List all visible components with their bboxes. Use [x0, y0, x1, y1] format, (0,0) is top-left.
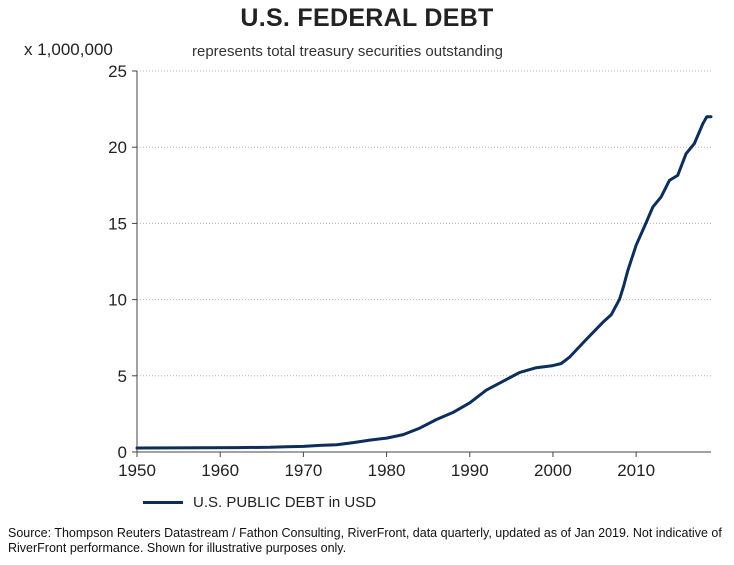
x-tick-label: 2010 — [617, 461, 655, 480]
x-tick-label: 2000 — [534, 461, 572, 480]
legend: U.S. PUBLIC DEBT in USD — [143, 494, 376, 511]
y-tick-label: 10 — [108, 291, 127, 310]
x-tick-label: 1970 — [284, 461, 322, 480]
y-units-label: x 1,000,000 — [24, 40, 113, 59]
x-tick-label: 1990 — [451, 461, 489, 480]
y-tick-label: 25 — [108, 62, 127, 81]
x-tick-labels: 1950 1960 1970 1980 1990 2000 2010 — [118, 461, 655, 480]
y-tick-label: 20 — [108, 138, 127, 157]
y-tick-label: 5 — [118, 367, 127, 386]
series-group — [135, 115, 713, 450]
legend-swatch — [143, 501, 183, 504]
axes — [132, 70, 711, 457]
chart-title: U.S. FEDERAL DEBT — [240, 4, 494, 32]
x-tick-label: 1960 — [201, 461, 239, 480]
source-note: Source: Thompson Reuters Datastream / Fa… — [8, 526, 722, 555]
y-tick-label: 15 — [108, 214, 127, 233]
gridlines — [137, 70, 711, 377]
chart-subtitle: represents total treasury securities out… — [192, 43, 503, 60]
x-tick-label: 1950 — [118, 461, 156, 480]
series-line-public-debt — [135, 115, 713, 450]
legend-label: U.S. PUBLIC DEBT in USD — [193, 494, 377, 511]
x-tick-label: 1980 — [368, 461, 406, 480]
y-tick-label: 0 — [118, 443, 127, 462]
y-tick-labels: 0 5 10 15 20 25 — [108, 62, 127, 462]
